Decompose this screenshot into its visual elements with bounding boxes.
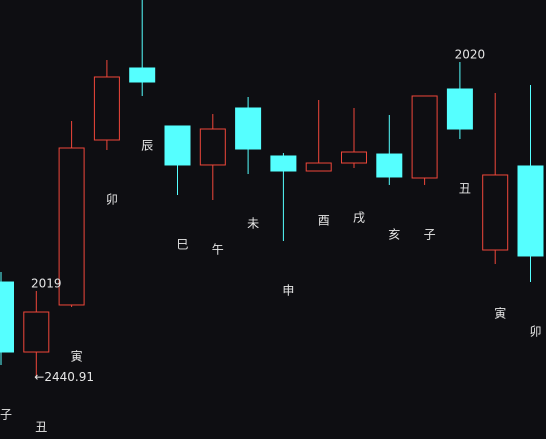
candle-body <box>23 311 50 353</box>
candle-body <box>446 88 473 130</box>
period-label: 午 <box>212 243 224 257</box>
period-label: 戌 <box>353 210 365 224</box>
period-label: 子 <box>0 407 12 421</box>
candle-body <box>235 107 262 150</box>
period-label: 寅 <box>494 306 506 321</box>
candle-body <box>482 174 509 251</box>
period-label: 子 <box>424 227 436 241</box>
period-label: 寅 <box>71 348 83 363</box>
period-label: 卯 <box>529 325 541 339</box>
candle-body <box>411 95 438 179</box>
candle-body <box>164 125 191 166</box>
candle-body <box>376 153 403 178</box>
year-label: 2020 <box>455 48 486 62</box>
candle-body <box>0 281 14 353</box>
period-label: 亥 <box>388 227 400 241</box>
candle-body <box>517 165 544 257</box>
candle-body <box>270 155 297 172</box>
candle-body <box>129 67 156 83</box>
period-label: 未 <box>247 217 259 231</box>
period-label: 申 <box>282 284 294 298</box>
period-label: 丑 <box>459 181 471 195</box>
period-label: 巳 <box>176 238 188 252</box>
period-label: 卯 <box>106 193 118 207</box>
candle-body <box>341 151 367 164</box>
period-label: 酉 <box>318 214 330 228</box>
min-label: ←2440.91 <box>34 370 94 384</box>
candle-body <box>305 162 332 172</box>
candle-body <box>199 128 226 166</box>
candle-body <box>93 76 120 141</box>
period-label: 辰 <box>141 138 153 152</box>
period-label: 丑 <box>35 420 47 434</box>
year-label: 2019 <box>31 277 62 291</box>
candle-body <box>58 147 85 306</box>
